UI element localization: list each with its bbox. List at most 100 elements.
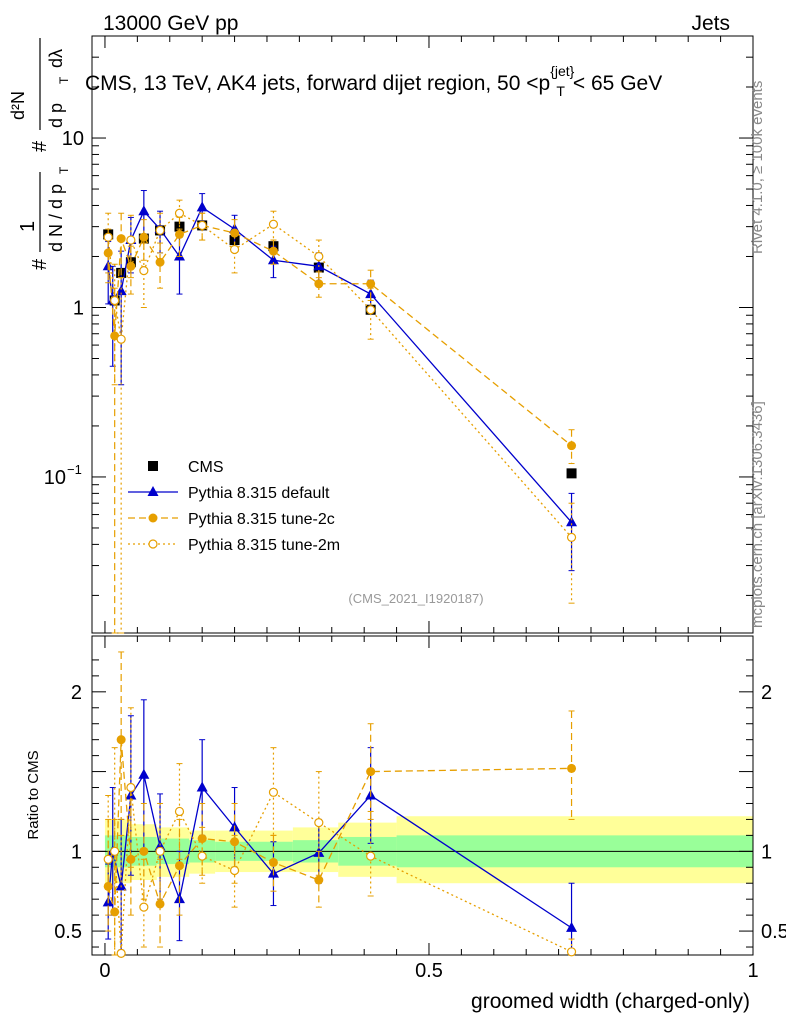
point-cms <box>566 468 577 479</box>
ratio-point-tune2m <box>139 902 149 912</box>
ratio-point-tune2c <box>567 763 577 773</box>
point-tune2c <box>314 279 324 289</box>
y-label-T: T <box>57 166 71 174</box>
ratio-y-tick-label: 1 <box>71 841 82 863</box>
series-layer <box>102 190 578 959</box>
ratio-point-default <box>566 921 578 932</box>
ratio-point-tune2c <box>155 899 165 909</box>
point-default <box>566 516 578 527</box>
ratio-point-tune2m <box>366 851 376 861</box>
ratio-point-tune2m <box>268 787 279 797</box>
plot-title: CMS, 13 TeV, AK4 jets, forward dijet reg… <box>85 63 662 99</box>
point-tune2c <box>174 229 184 239</box>
header-left: 13000 GeV pp <box>103 12 238 35</box>
ratio-point-tune2m <box>174 806 185 817</box>
header-right: Jets <box>691 12 730 35</box>
y-label-one: 1 <box>17 221 39 232</box>
analysis-watermark: (CMS_2021_I1920187) <box>348 591 483 606</box>
y-label-dn: d N / d p <box>46 184 66 252</box>
ratio-point-tune2m <box>155 846 165 856</box>
main-y-tick-label: 10 <box>44 467 66 489</box>
series-tune2m <box>103 199 577 959</box>
ratio-y-tick-label: 0.5 <box>54 921 82 943</box>
series-tune2c <box>103 212 577 956</box>
legend-marker-tune2c <box>148 513 158 523</box>
legend-label-tune2c: Pythia 8.315 tune-2c <box>188 511 335 528</box>
point-tune2m <box>110 295 120 306</box>
ratio-point-tune2c <box>174 861 184 871</box>
ratio-point-tune2c <box>139 846 149 856</box>
line-tune2m <box>107 212 573 538</box>
ratio-point-tune2c <box>314 875 324 885</box>
ratio-point-default <box>196 781 208 792</box>
ratio-y-tick-label-right: 1 <box>761 841 772 863</box>
y-label-hash: # <box>29 258 51 270</box>
point-tune2m <box>126 235 136 245</box>
point-tune2c <box>268 246 278 256</box>
ratio-y-tick-label: 2 <box>71 682 82 704</box>
point-tune2m <box>197 220 207 231</box>
y-label-dp: d p <box>46 103 66 128</box>
point-tune2c <box>155 257 165 267</box>
legend-marker-tune2m <box>148 539 158 549</box>
legend-marker-cms <box>148 461 158 471</box>
ratio-point-tune2m <box>110 846 120 856</box>
point-default <box>267 254 279 265</box>
x-tick-label: 0 <box>99 960 110 982</box>
x-tick-label: 0.5 <box>415 960 443 982</box>
point-tune2m <box>229 244 240 255</box>
ratio-point-default <box>138 768 150 779</box>
y-label-T2: T <box>57 76 71 84</box>
ratio-point-tune2m <box>566 947 577 957</box>
y-label-hash2: # <box>29 140 51 152</box>
point-default <box>138 205 150 216</box>
ratio-point-tune2c <box>268 857 278 867</box>
ratio-y-axis-label: Ratio to CMS <box>25 750 42 839</box>
legend-label-cms: CMS <box>188 459 224 476</box>
ratio-point-tune2c <box>366 767 376 777</box>
ratio-point-tune2m <box>116 948 126 959</box>
main-y-tick-label: 10 <box>62 128 84 150</box>
ratio-y-tick-label-right: 2 <box>761 682 772 704</box>
point-default <box>196 201 208 212</box>
point-tune2m <box>139 266 149 276</box>
point-tune2c <box>116 234 126 244</box>
point-tune2m <box>174 208 185 218</box>
main-y-tick-label: 1 <box>73 297 84 319</box>
point-tune2m <box>103 232 113 242</box>
ratio-point-tune2m <box>126 782 136 793</box>
point-tune2m <box>366 305 376 315</box>
point-tune2m <box>116 334 126 344</box>
main-panel-frame <box>91 35 754 634</box>
legend: CMS Pythia 8.315 default Pythia 8.315 tune… <box>128 459 340 554</box>
y-label-d2n: d²N <box>8 91 28 120</box>
ratio-point-tune2m <box>314 818 324 828</box>
ratio-point-tune2m <box>229 865 240 876</box>
y-label-dl: dλ <box>46 49 66 68</box>
main-y-axis-label: # 1 d N / d p T # d²N d p T dλ <box>8 38 71 270</box>
ratio-uncertainty-band <box>92 816 753 884</box>
point-tune2m <box>268 219 279 229</box>
point-tune2c <box>139 232 149 242</box>
ratio-y-tick-label-right: 0.5 <box>761 921 786 943</box>
main-y-tick-exponent: −1 <box>67 462 82 477</box>
ratio-point-tune2c <box>110 907 120 917</box>
series-cms <box>103 220 577 479</box>
ratio-point-tune2m <box>197 851 207 861</box>
legend-label-tune2m: Pythia 8.315 tune-2m <box>188 537 340 554</box>
ratio-point-tune2m <box>103 854 113 864</box>
rivet-version-text: Rivet 4.1.0, ≥ 100k events <box>749 81 766 254</box>
mcplots-credit-text: mcplots.cern.ch [arXiv:1306.3436] <box>749 401 766 628</box>
ratio-panel-frame <box>91 635 754 956</box>
x-tick-label: 1 <box>747 960 758 982</box>
legend-label-default: Pythia 8.315 default <box>188 485 330 502</box>
point-tune2c <box>366 279 376 289</box>
point-tune2m <box>566 532 577 542</box>
point-tune2m <box>155 225 165 236</box>
legend-marker-default <box>147 486 159 496</box>
point-tune2c <box>103 248 113 258</box>
point-tune2m <box>314 251 324 262</box>
point-tune2c <box>567 441 577 451</box>
